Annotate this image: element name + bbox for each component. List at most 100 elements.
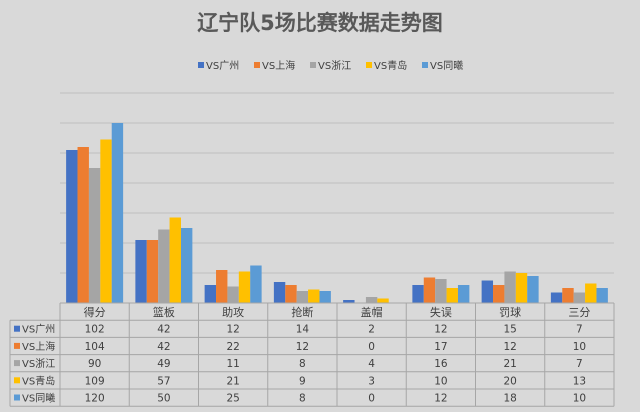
data-label: 12: [503, 341, 516, 353]
data-label: 12: [434, 393, 447, 405]
category-label: 罚球: [499, 305, 521, 319]
data-label: 2: [368, 324, 375, 336]
legend-swatch: [254, 62, 260, 68]
bar: [319, 291, 331, 303]
legend: VS广州 VS上海 VS浙江 VS青岛 VS同曦: [198, 59, 463, 72]
data-label: 16: [434, 358, 448, 370]
bar: [562, 288, 574, 303]
bar: [446, 288, 458, 303]
data-label: 0: [368, 341, 375, 353]
table-series-key: [14, 325, 20, 332]
category-label: 得分: [84, 306, 106, 319]
bar: [481, 280, 494, 303]
bar: [250, 265, 262, 303]
table-series-key: [14, 342, 20, 349]
bar: [216, 270, 228, 303]
table-series-key: [14, 377, 20, 384]
table-series-name: VS同曦: [22, 392, 55, 405]
data-label: 18: [503, 393, 516, 405]
data-label: 14: [296, 324, 310, 336]
data-label: 42: [157, 324, 170, 336]
table-series-name: VS广州: [22, 324, 55, 336]
data-label: 8: [299, 393, 306, 405]
bar: [135, 240, 147, 303]
data-label: 11: [226, 358, 239, 370]
category-label: 盖帽: [361, 305, 383, 319]
category-label: 抢断: [291, 305, 313, 319]
data-label: 10: [434, 375, 447, 387]
data-label: 4: [368, 358, 375, 370]
data-label: 90: [88, 358, 101, 370]
table-series-key: [14, 394, 20, 401]
table-series-name: VS青岛: [22, 374, 55, 387]
category-label: 失误: [430, 306, 452, 319]
legend-swatch: [198, 62, 204, 68]
data-label: 10: [573, 393, 586, 405]
bar: [573, 292, 586, 303]
data-label: 21: [503, 358, 516, 370]
bar: [504, 271, 516, 303]
category-label: 助攻: [222, 305, 244, 319]
bar: [111, 123, 124, 303]
bar: [204, 285, 217, 303]
data-label: 57: [157, 375, 170, 387]
bar: [66, 150, 78, 303]
bar: [423, 277, 436, 303]
bar: [169, 217, 181, 303]
legend-label: VS青岛: [374, 59, 407, 72]
bar: [308, 289, 320, 303]
data-label: 9: [299, 375, 306, 387]
bar: [515, 273, 528, 303]
data-label: 21: [226, 375, 239, 387]
bar: [88, 168, 101, 303]
data-label: 13: [573, 375, 586, 387]
bar: [596, 288, 608, 303]
legend-swatch: [366, 62, 372, 68]
data-label: 12: [296, 341, 309, 353]
legend-label: VS同曦: [430, 59, 463, 72]
bar: [227, 286, 239, 303]
bar: [100, 139, 112, 303]
data-label: 120: [85, 393, 105, 405]
data-label: 102: [85, 324, 105, 336]
data-label: 12: [434, 324, 447, 336]
data-label: 109: [85, 375, 105, 387]
bar: [296, 291, 309, 303]
bar: [435, 279, 447, 303]
bar: [158, 229, 170, 303]
data-label: 10: [573, 341, 586, 353]
data-label: 7: [576, 358, 583, 370]
bar: [412, 285, 424, 303]
data-label: 8: [299, 358, 306, 370]
bar: [77, 147, 89, 303]
category-label: 三分: [568, 306, 590, 319]
legend-swatch: [422, 62, 428, 68]
legend-label: VS广州: [206, 60, 239, 72]
bar: [550, 292, 563, 303]
bar: [527, 276, 539, 303]
data-label: 42: [157, 341, 170, 353]
bar: [180, 228, 193, 303]
bar: [343, 300, 355, 303]
bar: [285, 285, 297, 303]
bars: [66, 123, 608, 303]
bar: [238, 271, 251, 303]
data-label: 50: [157, 393, 170, 405]
data-label: 3: [368, 375, 375, 387]
table-series-key: [14, 360, 20, 367]
bar: [585, 283, 597, 303]
data-label: 104: [85, 341, 105, 353]
data-label: 20: [503, 375, 516, 387]
data-label: 12: [226, 324, 239, 336]
data-label: 15: [503, 324, 516, 336]
data-label: 0: [368, 393, 375, 405]
legend-label: VS浙江: [318, 60, 351, 72]
data-label: 17: [434, 341, 447, 353]
bar: [273, 282, 286, 303]
table-series-name: VS上海: [22, 340, 55, 353]
bar: [377, 298, 389, 303]
chart-title: 辽宁队5场比赛数据走势图: [197, 11, 443, 35]
legend-label: VS上海: [262, 59, 295, 72]
